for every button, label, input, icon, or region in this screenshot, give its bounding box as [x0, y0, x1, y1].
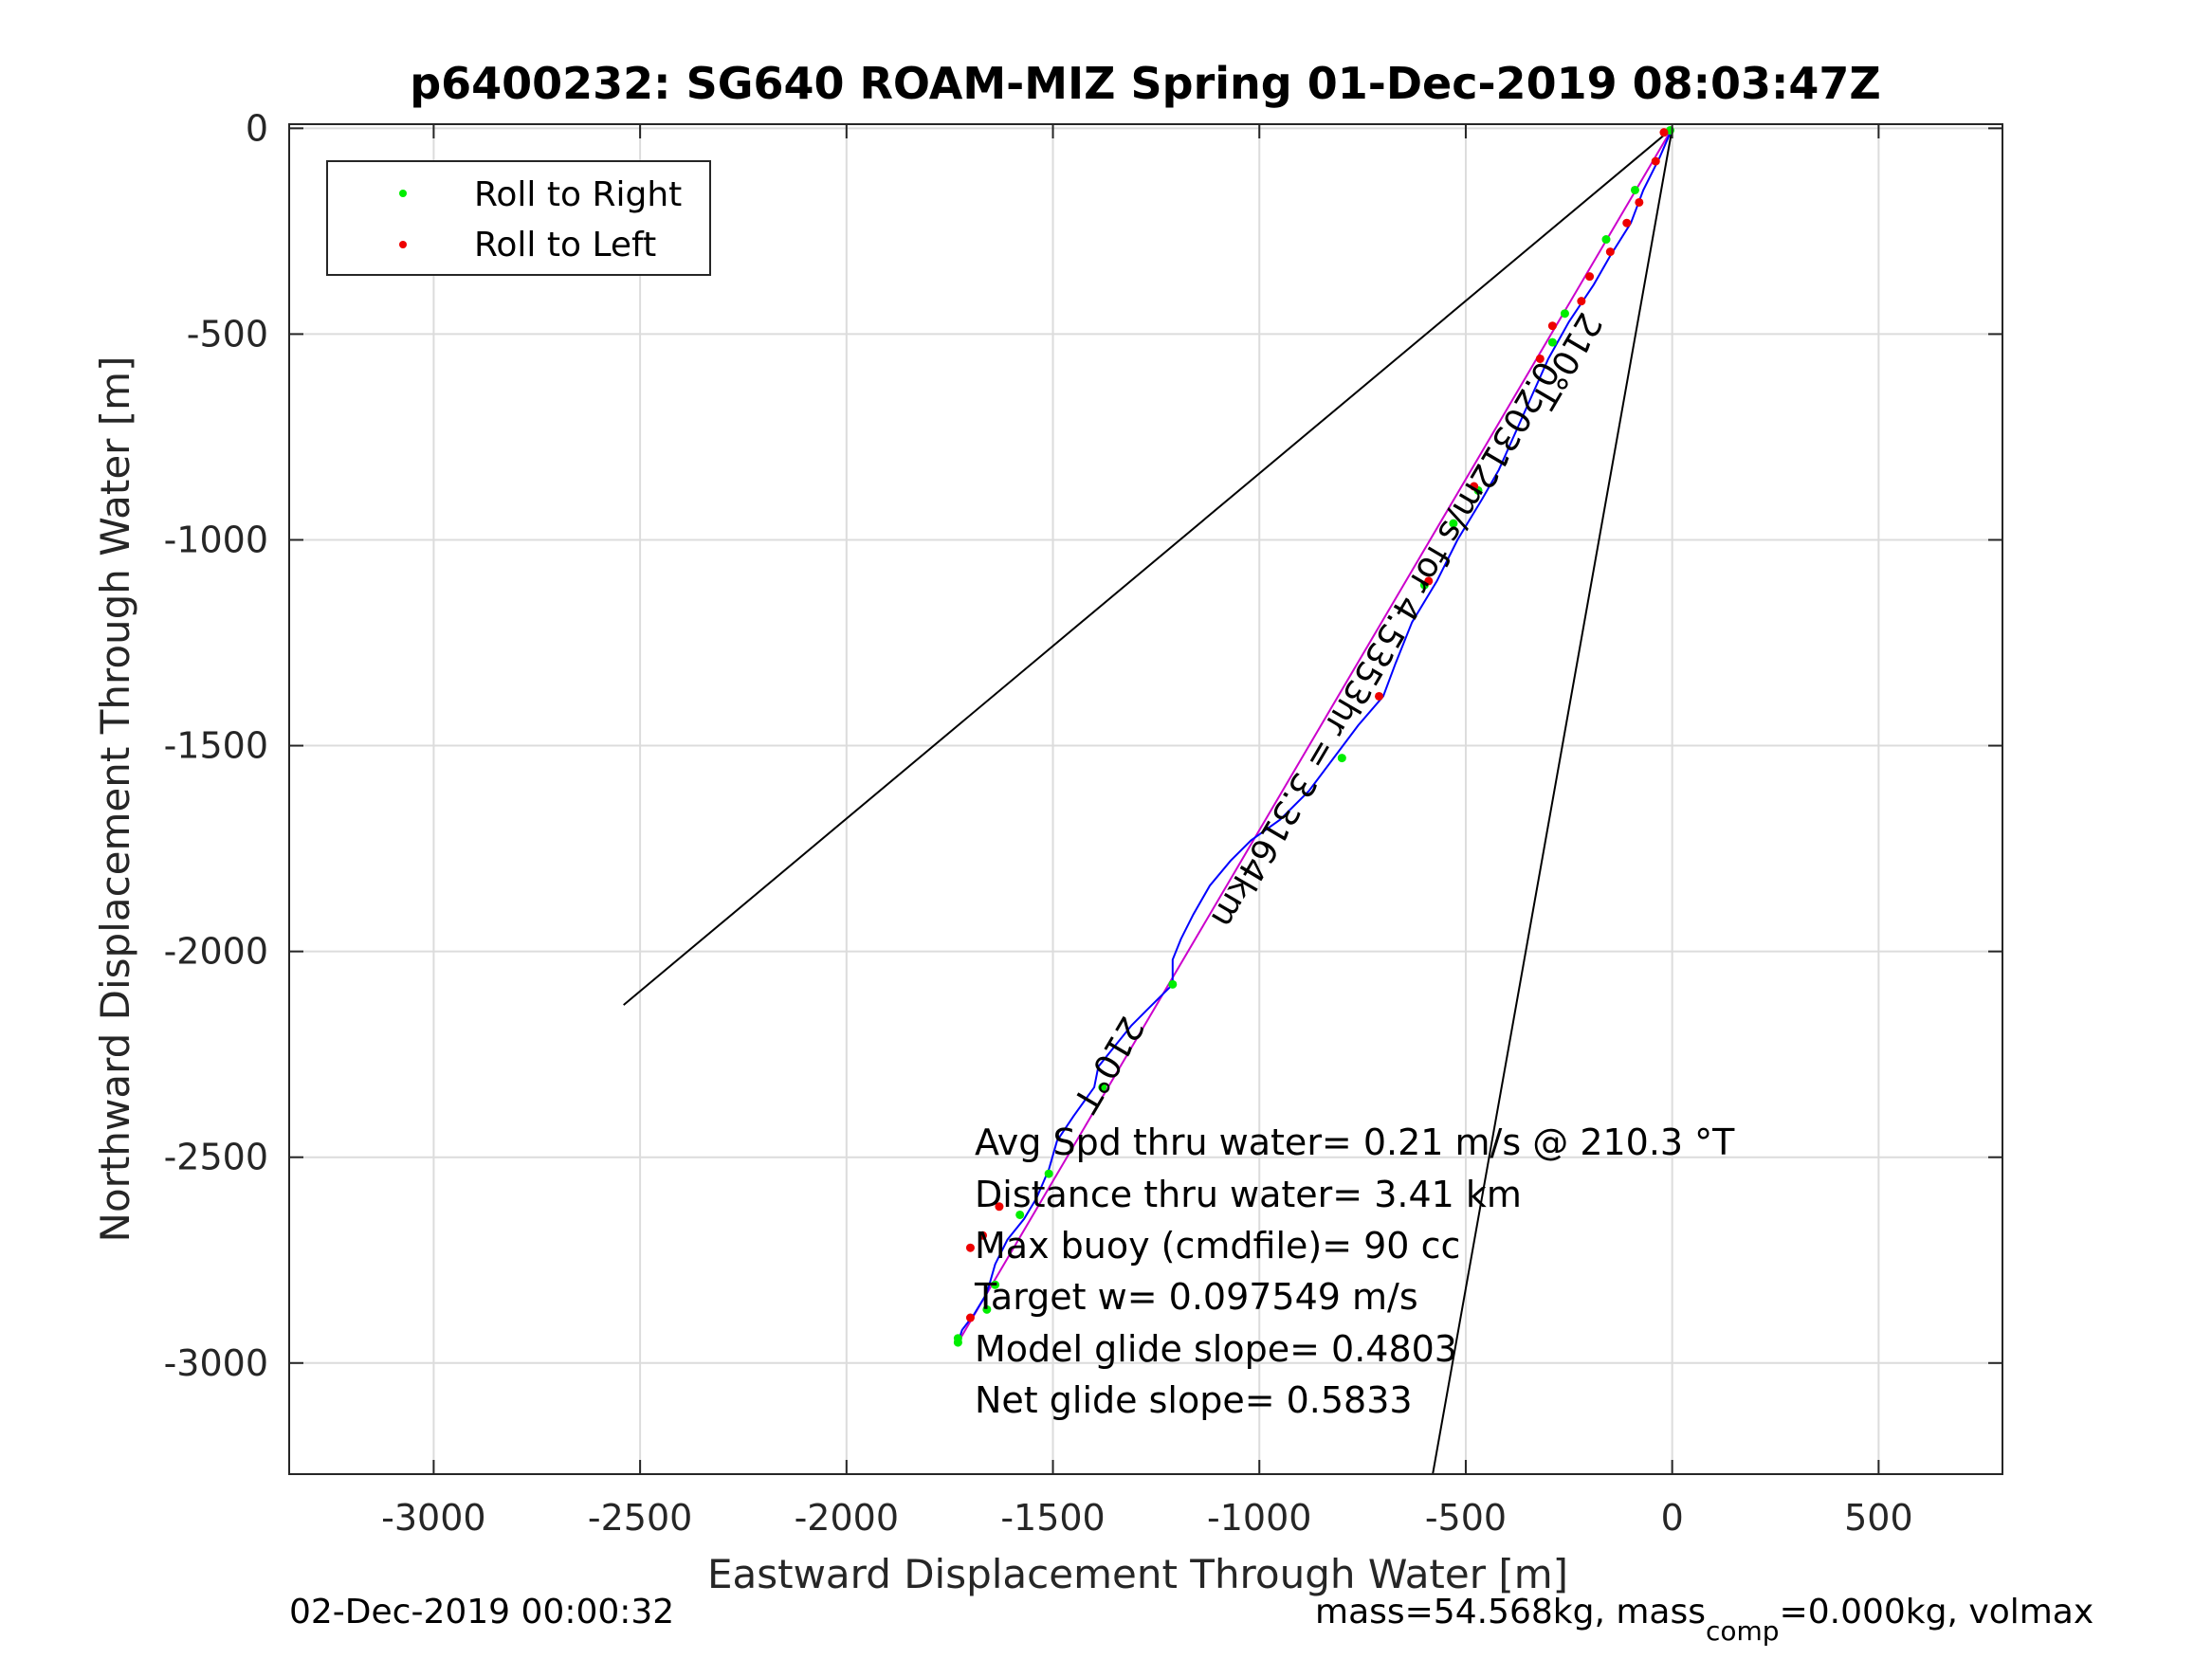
- roll-right-point: [1449, 519, 1458, 528]
- y-tick-label: -3000: [164, 1342, 268, 1384]
- roll-left-point: [1577, 297, 1586, 306]
- roll-right-point: [1044, 1169, 1053, 1178]
- roll-left-point: [1585, 272, 1595, 282]
- axes-box: [288, 123, 2003, 1475]
- roll-right-point: [1547, 337, 1557, 347]
- roll-left-point: [1635, 197, 1644, 207]
- footer-mass-prefix: mass=54.568kg, mass: [1315, 1593, 1706, 1632]
- plot-area: [289, 124, 2002, 1474]
- chart-title: p6400232: SG640 ROAM-MIZ Spring 01-Dec-2…: [410, 58, 1881, 109]
- y-tick-label: -2000: [164, 931, 268, 973]
- y-tick-label: -1000: [164, 519, 268, 560]
- annotation-target-w: Target w= 0.097549 m/s: [974, 1276, 1418, 1318]
- footer-timestamp: 02-Dec-2019 00:00:32: [289, 1593, 674, 1632]
- roll-right-point: [1337, 754, 1346, 763]
- roll-left-point: [1651, 156, 1660, 166]
- x-tick-label: 500: [1844, 1497, 1913, 1539]
- legend-marker-roll-left: [399, 241, 407, 248]
- roll-right-point: [982, 1304, 992, 1314]
- roll-left-point: [1470, 482, 1479, 491]
- reference-line: [623, 127, 1673, 1006]
- x-axis-label: Eastward Displacement Through Water [m]: [707, 1551, 1568, 1597]
- roll-left-point: [1535, 354, 1545, 363]
- glider-track-line: [957, 127, 1673, 1343]
- annotation-distance: Distance thru water= 3.41 km: [975, 1174, 1522, 1215]
- roll-right-point: [1630, 185, 1639, 194]
- roll-left-point: [1605, 247, 1615, 257]
- roll-left-point: [978, 1231, 988, 1240]
- roll-right-point: [1601, 235, 1611, 245]
- roll-right-point: [1560, 309, 1569, 319]
- roll-left-point: [995, 1202, 1004, 1212]
- reference-line: [1432, 128, 1673, 1474]
- legend-label-roll-right: Roll to Right: [474, 175, 682, 214]
- annotation-model-glide-slope: Model glide slope= 0.4803: [975, 1328, 1457, 1370]
- roll-right-point: [1168, 979, 1178, 989]
- footer-mass-suffix: =0.000kg, volmax: [1780, 1593, 2094, 1632]
- legend-marker-roll-right: [399, 190, 407, 197]
- x-tick-label: -1500: [1000, 1497, 1105, 1539]
- y-tick-label: -2500: [164, 1137, 268, 1178]
- annotation-max-buoy: Max buoy (cmdfile)= 90 cc: [975, 1225, 1460, 1267]
- y-tick-label: -1500: [164, 725, 268, 767]
- roll-left-point: [1375, 691, 1384, 701]
- y-tick-label: 0: [246, 107, 268, 149]
- x-tick-label: -2000: [795, 1497, 899, 1539]
- x-tick-label: -500: [1425, 1497, 1507, 1539]
- legend-label-roll-left: Roll to Left: [474, 226, 656, 264]
- axis-ticks: -3000 -2500 -2000 -1500 -1000 -500 0 500 0 -500 -1…: [164, 107, 2002, 1539]
- roll-right-point: [953, 1338, 962, 1347]
- net-track-line: [957, 127, 1673, 1343]
- x-tick-label: -3000: [381, 1497, 485, 1539]
- legend: Roll to Right Roll to Left: [326, 160, 711, 276]
- stats-annotations: Avg Spd thru water= 0.21 m/s @ 210.3 °T …: [974, 1121, 1735, 1421]
- roll-left-point: [1424, 576, 1434, 586]
- annotation-net-glide-slope: Net glide slope= 0.5833: [975, 1379, 1413, 1421]
- roll-right-point: [991, 1280, 1000, 1289]
- x-tick-label: 0: [1661, 1497, 1684, 1539]
- roll-left-point: [1659, 128, 1669, 137]
- y-axis-label: Northward Displacement Through Water [m]: [92, 356, 138, 1243]
- x-tick-label: -1000: [1207, 1497, 1311, 1539]
- roll-left-point: [1547, 321, 1557, 331]
- roll-right-point: [1015, 1210, 1025, 1219]
- legend-box: [326, 160, 711, 276]
- roll-right-point: [1098, 1083, 1107, 1092]
- footer-mass-info: mass=54.568kg, masscomp=0.000kg, volmax: [1315, 1593, 2093, 1647]
- roll-left-point: [1622, 218, 1632, 228]
- y-tick-label: -500: [187, 313, 268, 355]
- grid: [289, 124, 2002, 1474]
- annotation-avg-speed: Avg Spd thru water= 0.21 m/s @ 210.3 °T: [975, 1121, 1735, 1163]
- roll-left-point: [965, 1313, 975, 1322]
- x-tick-label: -2500: [588, 1497, 692, 1539]
- roll-left-point: [965, 1243, 975, 1252]
- footer-mass-sub: comp: [1706, 1615, 1780, 1647]
